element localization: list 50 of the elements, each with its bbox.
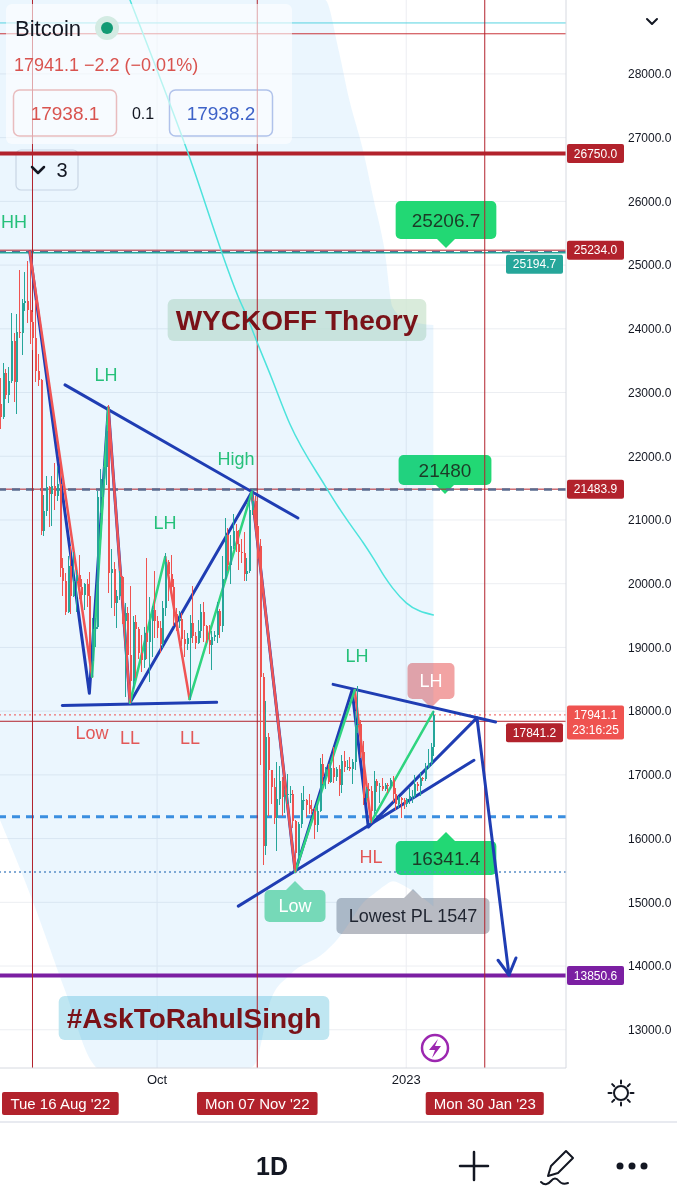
- annotation: LL: [179, 728, 201, 748]
- annotation: 16341.4: [411, 847, 481, 869]
- x-tick-label: 2023: [391, 1072, 421, 1088]
- annotation: LH: [153, 513, 177, 533]
- text: Bitcoin: [15, 15, 82, 41]
- annotation: LH: [94, 365, 118, 385]
- y-tick-label: 25000.0: [628, 258, 672, 273]
- ref-line-label: 25194.7: [512, 257, 557, 272]
- y-tick-label: 22000.0: [628, 449, 672, 464]
- y-tick-label: 21000.0: [628, 513, 672, 528]
- ref-line-label: 21483.9: [573, 482, 618, 497]
- y-tick-label: 18000.0: [628, 704, 672, 719]
- annotation: 21480: [418, 459, 472, 481]
- annotation: LH: [419, 671, 443, 691]
- y-tick-label: 13000.0: [628, 1023, 672, 1038]
- y-tick-label: 26000.0: [628, 194, 672, 209]
- ref-line-label: 17841.2: [512, 725, 557, 740]
- ref-line-label: Tue 16 Aug '22: [10, 1095, 111, 1112]
- ref-line-label: Mon 07 Nov '22: [204, 1095, 310, 1112]
- y-tick-label: 27000.0: [628, 130, 672, 145]
- y-tick-label: 19000.0: [628, 640, 672, 655]
- x-tick-label: Oct: [146, 1072, 168, 1088]
- annotation: 3: [56, 159, 68, 181]
- y-tick-label: 28000.0: [628, 67, 672, 82]
- annotation: Low: [75, 723, 110, 743]
- y-tick-label: 24000.0: [628, 322, 672, 337]
- ref-line-label: Mon 30 Jan '23: [433, 1095, 536, 1112]
- y-tick-label: 14000.0: [628, 959, 672, 974]
- annotation: LH: [345, 646, 369, 666]
- y-tick-label: 23000.0: [628, 385, 672, 400]
- annotation: 17938.1: [30, 102, 100, 124]
- y-tick-label: 16000.0: [628, 831, 672, 846]
- annotation: 0.1: [131, 104, 155, 122]
- annotation: HH: [1, 212, 27, 232]
- ref-line-label: 17941.1 23:16:25: [572, 707, 620, 737]
- ref-line-label: 13850.6: [573, 968, 618, 983]
- annotation: 17938.2: [186, 102, 256, 124]
- ref-line-label: 25234.0: [573, 243, 618, 258]
- y-tick-label: 15000.0: [628, 895, 672, 910]
- annotation: High: [217, 449, 255, 469]
- y-tick-label: 17000.0: [628, 768, 672, 783]
- annotation: LL: [119, 728, 141, 748]
- annotation: 25206.7: [411, 209, 481, 231]
- ref-line-label: 26750.0: [573, 146, 618, 161]
- y-tick-label: 20000.0: [628, 576, 672, 591]
- text: 1D: [256, 1152, 288, 1180]
- annotation: HL: [359, 847, 383, 867]
- annotation: Lowest PL 1547: [348, 906, 478, 926]
- text: 17941.1 −2.2 (−0.01%): [14, 55, 199, 75]
- annotation: Low: [278, 896, 313, 916]
